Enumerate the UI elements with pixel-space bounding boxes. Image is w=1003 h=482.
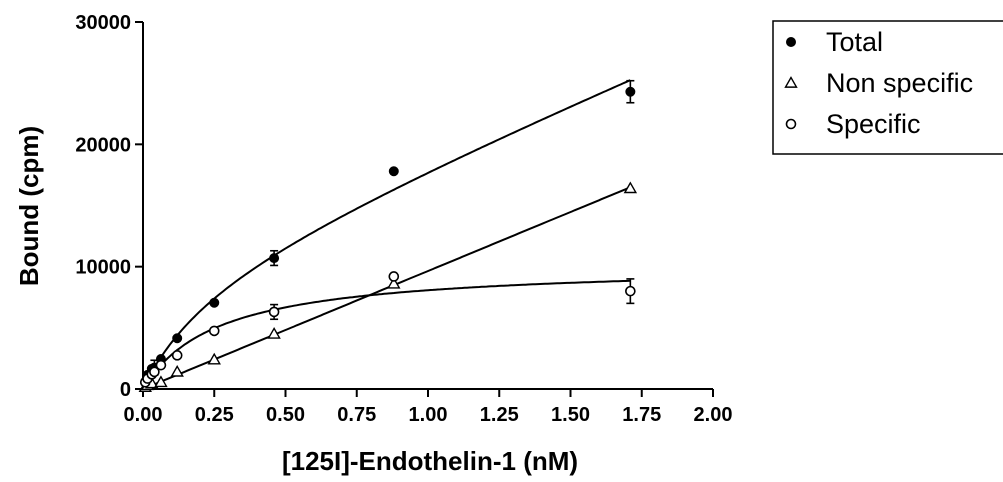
y-tick-label: 10000 bbox=[75, 257, 131, 279]
legend-label-non-specific: Non specific bbox=[826, 68, 973, 98]
legend-label-specific: Specific bbox=[826, 109, 921, 139]
non-specific-fit-line bbox=[142, 186, 631, 390]
x-tick-label: 0.50 bbox=[266, 404, 305, 426]
x-tick-label: 0.75 bbox=[337, 404, 376, 426]
total-point bbox=[209, 297, 220, 308]
legend: Total Non specific Specific bbox=[772, 20, 1003, 155]
x-tick-label: 1.75 bbox=[622, 404, 661, 426]
legend-box bbox=[772, 20, 1003, 155]
non-specific-point bbox=[387, 276, 401, 289]
x-tick-label: 1.25 bbox=[480, 404, 519, 426]
total-fit-curve bbox=[142, 79, 631, 390]
specific-point bbox=[388, 271, 400, 282]
specific-point bbox=[625, 285, 636, 297]
specific-point bbox=[171, 350, 183, 361]
legend-marker-specific bbox=[785, 118, 797, 130]
non-specific-point bbox=[267, 327, 281, 339]
fit-curves bbox=[142, 79, 631, 390]
total-point bbox=[269, 253, 280, 264]
specific-point bbox=[268, 306, 280, 318]
axes: 0.00 0.25 0.50 0.75 1.00 1.25 1.50 1.75 2.00 0 100… bbox=[75, 12, 732, 426]
x-tick-label: 0.00 bbox=[124, 404, 163, 426]
total-point bbox=[625, 86, 636, 97]
y-tick-label: 30000 bbox=[75, 12, 131, 34]
x-tick-label: 1.00 bbox=[409, 404, 448, 426]
non-specific-point bbox=[154, 375, 168, 388]
legend-marker-total bbox=[786, 37, 796, 47]
legend-marker-non-specific bbox=[784, 76, 798, 88]
y-tick-label: 0 bbox=[120, 379, 131, 401]
data-points bbox=[138, 79, 638, 392]
x-tick-label: 2.00 bbox=[694, 404, 733, 426]
non-specific-point bbox=[207, 352, 221, 365]
specific-point bbox=[149, 366, 160, 378]
x-axis-label: [125I]-Endothelin-1 (nM) bbox=[282, 446, 578, 476]
specific-point bbox=[155, 359, 167, 371]
total-point bbox=[172, 333, 183, 344]
x-tick-label: 0.25 bbox=[195, 404, 234, 426]
legend-label-total: Total bbox=[826, 27, 883, 57]
y-axis-label: Bound (cpm) bbox=[14, 126, 44, 286]
x-tick-label: 1.50 bbox=[551, 404, 590, 426]
non-specific-point bbox=[623, 181, 638, 194]
y-tick-label: 20000 bbox=[75, 134, 131, 156]
specific-point bbox=[208, 325, 220, 337]
non-specific-point bbox=[170, 364, 184, 377]
specific-fit-curve bbox=[142, 279, 631, 390]
total-point bbox=[388, 166, 399, 177]
